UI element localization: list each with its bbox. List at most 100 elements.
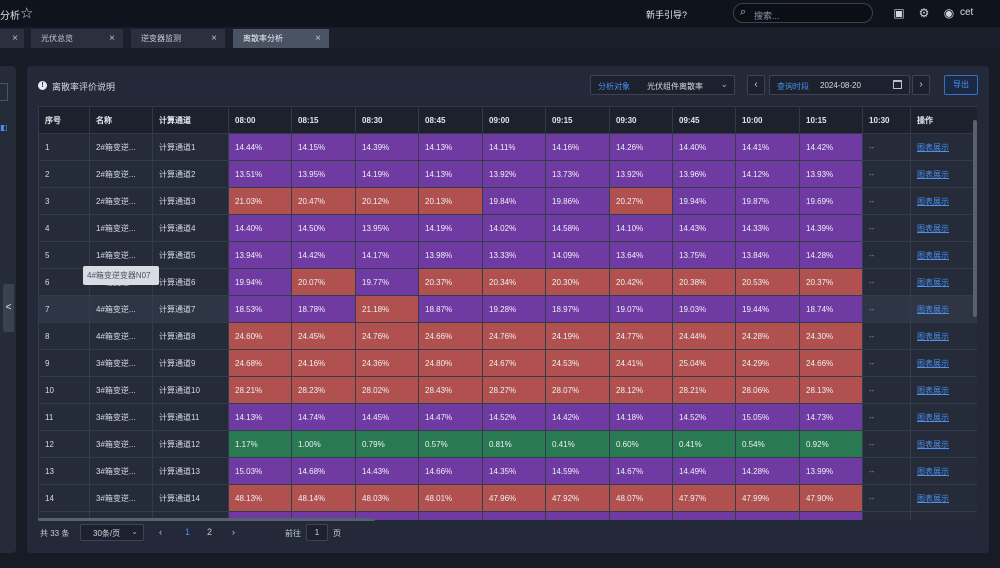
prev-date-button[interactable]: ‹	[747, 75, 765, 95]
chart-view-link[interactable]: 图表展示	[910, 214, 977, 242]
star-icon[interactable]: ☆	[20, 5, 34, 22]
rate-cell: 24.68%	[228, 349, 292, 377]
rate-cell: 20.12%	[355, 187, 419, 215]
chart-view-link[interactable]: 图表展示	[910, 322, 977, 350]
table-body: 1 2#箱变逆... 计算通道1 14.44% 14.15% 14.39% 14.13% 14…	[38, 133, 977, 520]
table-row[interactable]: 5 1#箱变逆... 计算通道5 13.94% 14.42% 14.17% 13.98% 13…	[38, 241, 977, 269]
date-picker[interactable]: 查询时段 2024-08-20	[769, 75, 910, 95]
prev-page-button[interactable]: ‹	[159, 527, 162, 537]
goto-page-input[interactable]: 1	[306, 524, 328, 541]
chart-view-link[interactable]: 图表展示	[910, 484, 977, 512]
table-row[interactable]: 8 4#箱变逆... 计算通道8 24.60% 24.45% 24.76% 24.66% 24…	[38, 322, 977, 350]
tab-inverter-monitor[interactable]: 逆变器监测 ×	[131, 29, 225, 48]
search-box[interactable]: ⌕ 搜索...	[733, 3, 873, 23]
row-name: 3#箱变逆...	[89, 484, 153, 512]
chart-view-link[interactable]: 图表展示	[910, 241, 977, 269]
rate-cell: 14.42%	[799, 133, 863, 161]
rate-cell: 24.19%	[545, 322, 610, 350]
left-panel-link[interactable]: ◧	[0, 123, 8, 132]
table-row[interactable]: 11 3#箱变逆... 计算通道11 14.13% 14.74% 14.45% 14.47%…	[38, 403, 977, 431]
table-row[interactable]: 7 4#箱变逆... 计算通道7 18.53% 18.78% 21.18% 18.87% 19…	[38, 295, 977, 323]
info-icon: !	[38, 81, 47, 90]
guide-link[interactable]: 新手引导?	[646, 10, 688, 20]
table-row[interactable]: 64#箱变逆...计算通道619.94%20.07%19.77%20.37%20…	[38, 268, 977, 296]
pagination: 共 33 条 30条/页 ⌄ ‹ 1 2 › 前往 1 页	[27, 524, 989, 544]
table-row[interactable]: 13 3#箱变逆... 计算通道13 15.03% 14.68% 14.43% 14.66%…	[38, 457, 977, 485]
table-row[interactable]: 2 2#箱变逆... 计算通道2 13.51% 13.95% 14.19% 14.13% 13…	[38, 160, 977, 188]
rate-cell: 14.67%	[609, 457, 673, 485]
chart-view-link[interactable]: 图表展示	[910, 457, 977, 485]
row-name: 2#箱变逆...	[89, 160, 153, 188]
gear-icon[interactable]: ⚙	[918, 6, 930, 20]
select-value: 光伏组件离散率	[647, 82, 703, 91]
rate-cell-empty: --	[862, 457, 911, 485]
table-row[interactable]: 14 3#箱变逆... 计算通道14 48.13% 48.14% 48.03% 48.01%…	[38, 484, 977, 512]
rate-cell: 14.40%	[228, 214, 292, 242]
row-index: 9	[38, 349, 90, 377]
table-row[interactable]: 3 2#箱变逆... 计算通道3 21.03% 20.47% 20.12% 20.13% 19…	[38, 187, 977, 215]
rate-cell	[482, 511, 546, 520]
rate-cell: 24.16%	[291, 349, 356, 377]
rate-cell: 28.23%	[291, 376, 356, 404]
next-date-button[interactable]: ›	[912, 75, 930, 95]
table-row[interactable]: 1 2#箱变逆... 计算通道1 14.44% 14.15% 14.39% 14.13% 14…	[38, 133, 977, 161]
page-1[interactable]: 1	[185, 527, 191, 537]
close-icon[interactable]: ×	[211, 33, 217, 44]
chart-view-link[interactable]: 图表展示	[910, 349, 977, 377]
rate-cell: 14.13%	[228, 403, 292, 431]
chart-view-link[interactable]: 图表展示	[910, 133, 977, 161]
chart-view-link[interactable]: 图表展示	[910, 160, 977, 188]
rate-cell-empty: --	[862, 214, 911, 242]
tab-dispersion-analysis[interactable]: 离散率分析 ×	[233, 29, 329, 48]
user-name[interactable]: cet	[960, 7, 974, 18]
chart-view-link[interactable]: 图表展示	[910, 403, 977, 431]
table-row[interactable]: 4 1#箱变逆... 计算通道4 14.40% 14.50% 13.95% 14.19% 14…	[38, 214, 977, 242]
rate-cell: 14.35%	[482, 457, 546, 485]
row-channel: 计算通道2	[152, 160, 229, 188]
column-header: 10:15	[799, 106, 863, 134]
table-row[interactable]: 10 3#箱变逆... 计算通道10 28.21% 28.23% 28.02% 28.43%…	[38, 376, 977, 404]
rate-cell: 13.92%	[482, 160, 546, 188]
column-header: 操作	[910, 106, 977, 134]
search-input[interactable]: 搜索...	[754, 11, 780, 21]
table-row[interactable]: 9 3#箱变逆... 计算通道9 24.68% 24.16% 24.36% 24.80% 24…	[38, 349, 977, 377]
table-row[interactable]: 12 3#箱变逆... 计算通道12 1.17% 1.00% 0.79% 0.57% 0.81…	[38, 430, 977, 458]
rate-cell: 48.13%	[228, 484, 292, 512]
export-button[interactable]: 导出	[944, 75, 978, 95]
row-channel: 计算通道5	[152, 241, 229, 269]
close-icon[interactable]: ×	[12, 33, 18, 44]
rate-cell: 0.92%	[799, 430, 863, 458]
close-icon[interactable]: ×	[315, 33, 321, 44]
rate-cell-empty: --	[862, 322, 911, 350]
column-header: 10:30	[862, 106, 911, 134]
page-2[interactable]: 2	[207, 527, 213, 537]
tab-pv-overview[interactable]: 光伏总览 ×	[31, 29, 123, 48]
close-icon[interactable]: ×	[109, 33, 115, 44]
vertical-scrollbar[interactable]	[973, 120, 977, 317]
collapse-toggle[interactable]: <	[3, 284, 14, 332]
row-name: 3#箱变逆...	[89, 403, 153, 431]
analysis-object-select[interactable]: 分析对象 光伏组件离散率 ⌄	[590, 75, 735, 95]
horizontal-scrollbar[interactable]	[38, 518, 375, 521]
info-link[interactable]: 离散率评价说明	[52, 82, 116, 92]
rate-cell	[799, 511, 863, 520]
left-panel-input[interactable]	[0, 83, 8, 101]
chart-view-link[interactable]: 图表展示	[910, 187, 977, 215]
next-page-button[interactable]: ›	[232, 527, 235, 537]
folder-icon[interactable]: ▣	[893, 6, 905, 20]
chart-view-link[interactable]: 图表展示	[910, 430, 977, 458]
table-row[interactable]	[38, 511, 977, 520]
rate-cell: 13.99%	[799, 457, 863, 485]
rate-cell: 24.30%	[799, 322, 863, 350]
tab-partial[interactable]: ×	[0, 29, 24, 48]
tab-label: 逆变器监测	[141, 34, 181, 43]
column-header: 10:00	[735, 106, 800, 134]
chart-view-link[interactable]: 图表展示	[910, 295, 977, 323]
chart-view-link[interactable]: 图表展示	[910, 268, 977, 296]
rate-cell: 18.97%	[545, 295, 610, 323]
user-icon[interactable]: ◉	[943, 6, 955, 20]
rate-cell: 19.03%	[672, 295, 736, 323]
chart-view-link[interactable]: 图表展示	[910, 376, 977, 404]
chart-view-link[interactable]	[910, 511, 977, 520]
page-size-select[interactable]: 30条/页 ⌄	[80, 524, 144, 541]
